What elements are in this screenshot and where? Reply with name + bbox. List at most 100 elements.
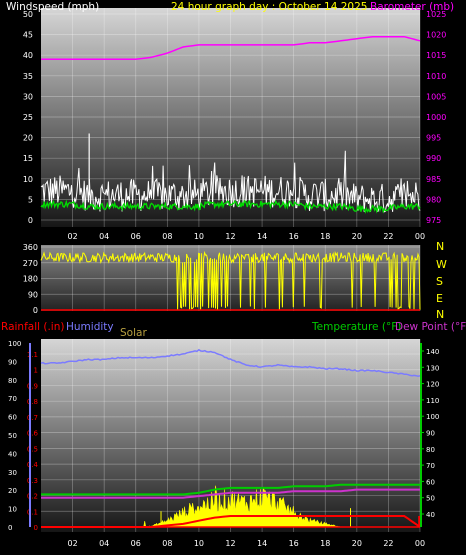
compass-label-n-top: N: [436, 240, 444, 253]
temp-y-tick-label: 110: [426, 397, 439, 405]
rain-y-tick-label: 0.2: [27, 493, 38, 501]
dir-y-tick-label: 0: [33, 306, 38, 315]
baro-y-tick-label: 990: [426, 154, 441, 163]
x-tick-label-bottom: 06: [131, 539, 141, 548]
temp-y-tick-label: 70: [426, 462, 435, 470]
x-tick-label-top: 16: [289, 232, 299, 241]
temp-y-tick-label: 100: [426, 413, 439, 421]
wind-y-tick-label: 20: [23, 134, 33, 143]
rain-y-tick-label: 0.3: [27, 477, 38, 485]
baro-y-tick-label: 1025: [426, 10, 446, 19]
humidity-y-tick-label: 70: [8, 395, 17, 403]
x-tick-label-top: 04: [99, 232, 109, 241]
x-tick-label-bottom: 14: [257, 539, 267, 548]
humidity-y-tick-label: 50: [8, 432, 17, 440]
rain-y-tick-label: 0.4: [27, 461, 39, 469]
rain-y-tick-label: 0.6: [27, 430, 39, 438]
wind-y-tick-label: 40: [23, 51, 33, 60]
x-tick-label-top: 22: [383, 232, 393, 241]
x-tick-label-top: 12: [225, 232, 235, 241]
rain-y-tick-label: 1: [34, 367, 38, 375]
wind-speed-line: [40, 150, 421, 213]
wind-average-line: [40, 199, 421, 214]
compass-label-e: E: [436, 292, 443, 305]
humidity-y-tick-label: 0: [8, 524, 12, 532]
humidity-y-tick-label: 20: [8, 487, 17, 495]
wind-y-tick-label: 25: [23, 113, 33, 122]
rain-y-tick-label: 0.8: [27, 398, 38, 406]
humidity-y-tick-label: 30: [8, 469, 17, 477]
temp-y-tick-label: 130: [426, 364, 439, 372]
chart-title: 24 hour graph day : October 14 2025: [171, 1, 367, 13]
temp-y-tick-label: 80: [426, 446, 435, 454]
rain-y-tick-label: 1.1: [27, 351, 38, 359]
humidity-y-tick-label: 10: [8, 506, 17, 514]
temp-y-tick-label: 40: [426, 511, 435, 519]
compass-label-n-bottom: N: [436, 308, 444, 321]
x-tick-label-bottom: 02: [67, 539, 77, 548]
baro-y-tick-label: 1010: [426, 72, 446, 81]
x-tick-label-top: 18: [320, 232, 330, 241]
baro-axis-label: Barometer (mb): [370, 1, 454, 13]
dew-point-line: [41, 488, 420, 499]
rain-y-tick-label: 0.9: [27, 382, 38, 390]
rain-axis-label: Rainfall (.in): [1, 321, 64, 333]
rain-y-tick-label: 0.5: [27, 445, 38, 453]
wind-axis-label: Windspeed (mph): [6, 1, 99, 13]
humidity-y-tick-label: 100: [8, 340, 21, 348]
x-tick-label-bottom: 18: [320, 539, 330, 548]
baro-y-tick-label: 980: [426, 195, 441, 204]
axes: 0202040406060808101012121414161618182020…: [8, 10, 446, 548]
wind-y-tick-label: 35: [23, 72, 33, 81]
temp-y-tick-label: 120: [426, 381, 439, 389]
dew-axis-label: Dew Point (°F): [395, 321, 466, 333]
baro-y-tick-label: 1020: [426, 31, 446, 40]
rain-y-tick-label: 0.1: [27, 508, 38, 516]
barometer-line: [41, 35, 421, 61]
dir-y-tick-label: 270: [23, 259, 38, 268]
x-tick-label-top: 00: [415, 232, 425, 241]
wind-y-tick-label: 0: [28, 216, 33, 225]
x-tick-label-top: 10: [194, 232, 204, 241]
wind-y-tick-label: 10: [23, 175, 33, 184]
humidity-line: [40, 348, 421, 377]
x-tick-label-bottom: 08: [162, 539, 172, 548]
wind-y-tick-label: 50: [23, 10, 33, 19]
x-tick-label-bottom: 22: [383, 539, 393, 548]
baro-y-tick-label: 1000: [426, 113, 446, 122]
humidity-axis-label: Humidity: [66, 321, 114, 333]
dir-y-tick-label: 180: [23, 275, 38, 284]
x-tick-label-bottom: 04: [99, 539, 109, 548]
temperature-line: [41, 483, 420, 496]
baro-y-tick-label: 1005: [426, 92, 446, 101]
rain-y-tick-label: 0: [34, 524, 38, 532]
x-tick-label-bottom: 00: [415, 539, 425, 548]
temp-y-tick-label: 50: [426, 495, 435, 503]
temp-axis-label: Temperature (°F): [311, 321, 401, 333]
wind-y-tick-label: 15: [23, 154, 33, 163]
rain-y-tick-label: 0.7: [27, 414, 38, 422]
wind-y-tick-label: 30: [23, 92, 33, 101]
baro-y-tick-label: 1015: [426, 51, 446, 60]
plot-lines: [40, 35, 421, 528]
humidity-y-tick-label: 80: [8, 377, 17, 385]
x-tick-label-bottom: 20: [352, 539, 362, 548]
temp-y-tick-label: 60: [426, 478, 435, 486]
dir-y-tick-label: 90: [28, 290, 38, 299]
x-tick-label-top: 14: [257, 232, 267, 241]
temp-y-tick-label: 90: [426, 430, 435, 438]
wind-direction-line: [40, 250, 421, 310]
x-tick-label-bottom: 12: [225, 539, 235, 548]
baro-y-tick-label: 985: [426, 175, 441, 184]
x-tick-label-bottom: 16: [289, 539, 299, 548]
humidity-y-tick-label: 60: [8, 414, 17, 422]
baro-y-tick-label: 995: [426, 134, 441, 143]
temp-y-tick-label: 140: [426, 348, 439, 356]
humidity-y-tick-label: 40: [8, 450, 17, 458]
compass-label-s: S: [436, 275, 443, 288]
wind-y-tick-label: 5: [28, 195, 33, 204]
baro-y-tick-label: 975: [426, 216, 441, 225]
compass-label-w: W: [436, 258, 447, 271]
x-tick-label-top: 08: [162, 232, 172, 241]
